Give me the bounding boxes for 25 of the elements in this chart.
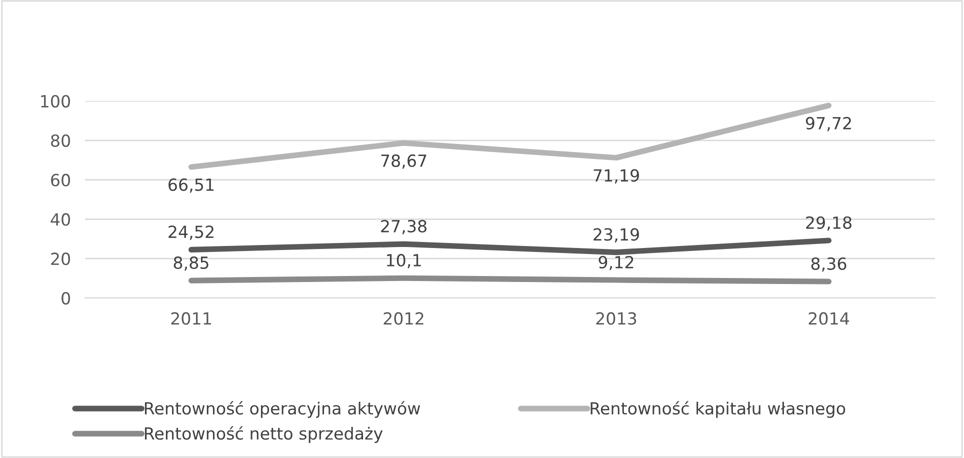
data-label: 29,18 [806, 216, 852, 231]
legend-label: Rentowność netto sprzedaży [144, 426, 383, 443]
data-label: 27,38 [381, 220, 426, 234]
data-label: 8,36 [811, 257, 846, 272]
x-tick-label: 2013 [596, 312, 636, 325]
y-tick-label: 40 [50, 213, 70, 226]
data-label: 24,52 [168, 226, 214, 240]
data-label: 23,19 [594, 228, 639, 242]
y-tick-label: 60 [51, 174, 70, 186]
legend-label: Rentowność kapitału własnego [590, 401, 846, 418]
y-tick-label: 20 [51, 252, 70, 266]
x-tick-label: 2014 [808, 312, 850, 325]
data-label: 9,12 [598, 256, 634, 270]
y-tick-label: 100 [41, 94, 70, 108]
data-label: 78,67 [381, 154, 426, 169]
x-tick-label: 2011 [171, 312, 211, 325]
data-label: 8,85 [174, 256, 208, 271]
x-tick-label: 2012 [384, 312, 424, 325]
data-label: 97,72 [806, 116, 851, 132]
data-label: 10,1 [387, 254, 421, 268]
data-label: 66,51 [168, 178, 214, 193]
data-label: 71,19 [594, 169, 639, 184]
y-tick-label: 0 [62, 292, 70, 305]
y-tick-label: 80 [51, 134, 70, 147]
legend-label: Rentowność operacyjna aktywów [144, 401, 420, 418]
